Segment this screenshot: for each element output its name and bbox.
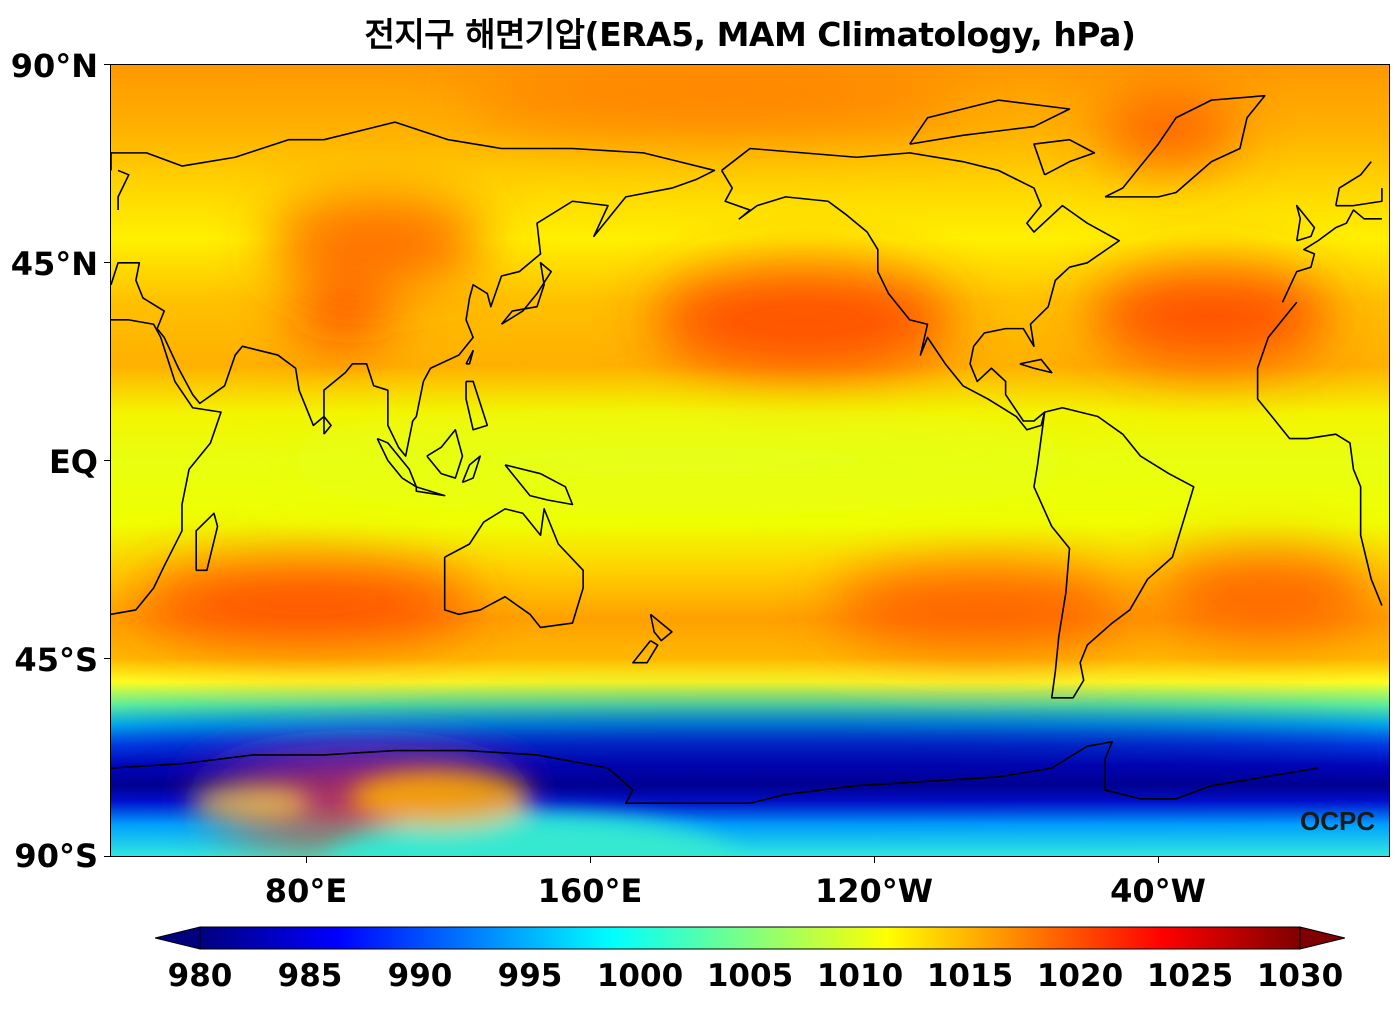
map-title: 전지구 해면기압(ERA5, MAM Climatology, hPa) [364,15,1136,54]
colorbar-tick-label: 990 [387,958,453,994]
x-tick-label: 40°W [1110,872,1206,910]
pressure-map [110,64,1390,857]
x-tick-label: 120°W [814,872,934,910]
coastline-namerica [720,147,1121,431]
colorbar-extend-high [1299,926,1346,950]
colorbar-tick-label: 1020 [1036,958,1124,994]
pressure-center [267,195,488,286]
y-tick-label: EQ [48,443,98,481]
y-tick-label: 90°N [10,47,98,85]
x-tick-label: 80°E [264,872,348,910]
pressure-center [291,293,392,338]
y-tick-label: 90°S [14,837,98,875]
coastline-taiwan [465,349,474,365]
y-tick [104,460,110,461]
y-tick-label: 45°S [14,641,98,679]
colorbar-tick-label: 1015 [926,958,1014,994]
coastline-srilanka [323,415,332,435]
x-tick [590,857,591,863]
colorbar-tick-label: 1025 [1146,958,1234,994]
y-tick [104,64,110,65]
coastline-japan [500,262,553,325]
coastline-uk [1295,204,1316,242]
coastline-greenland [1104,94,1266,198]
x-tick [874,857,875,863]
coastline-sulawesi [461,455,482,484]
x-tick [306,857,307,863]
coastline-nz_s [632,639,659,664]
colorbar [154,926,1346,950]
pressure-center [830,565,1131,646]
y-tick [104,658,110,659]
x-tick [1158,857,1159,863]
pressure-center [111,720,1389,781]
colorbar-tick-label: 985 [277,958,343,994]
coastline-canarctic [909,99,1071,145]
coastline-antarctica [111,740,1319,805]
y-tick [104,262,110,263]
colorbar-tick-label: 1030 [1256,958,1344,994]
colorbar-tick-label: 1010 [816,958,904,994]
coastline-philippines [465,380,489,431]
pressure-center [279,425,1079,496]
y-tick [104,856,110,857]
coastline-borneo [426,428,464,479]
colorbar-tick-label: 980 [167,958,233,994]
colorbar-tick-label: 1005 [706,958,794,994]
coastline-africa [111,319,222,616]
coastline-java [415,486,446,497]
coastline-baffin [1033,138,1096,176]
pressure-center [653,265,954,375]
coastline-newguinea [504,464,574,506]
pressure-center [1091,265,1332,366]
coastline-cuba [1019,358,1053,374]
y-tick-label: 45°N [10,245,98,283]
x-tick-label: 160°E [537,872,643,910]
coastline-scand [111,152,1383,207]
ocpc-logo: OCPC [1300,806,1376,836]
colorbar-body [199,926,1301,950]
pressure-center [464,70,965,131]
colorbar-extend-low [154,926,201,950]
coastline-samerica [1033,406,1195,699]
colorbar-tick-label: 995 [497,958,563,994]
coastline-nz_n [649,613,673,642]
pressure-center [136,561,476,642]
pressure-center [1154,552,1375,633]
coastline-madagascar [195,512,219,572]
colorbar-tick-label: 1000 [596,958,684,994]
coastline-australia [443,508,584,629]
pressure-center [1099,96,1239,166]
coastline-eurasia [111,121,716,457]
